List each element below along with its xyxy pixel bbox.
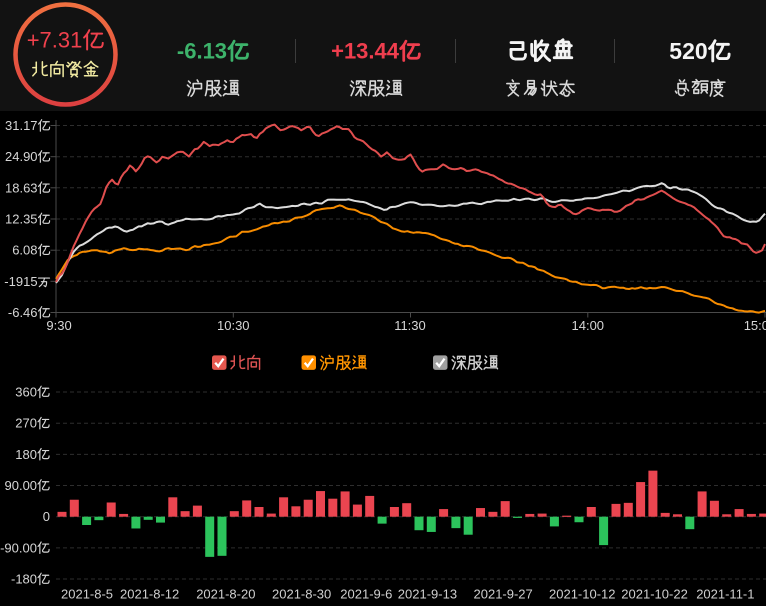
svg-text:2021-8-12: 2021-8-12 (120, 587, 179, 602)
svg-text:14:00: 14:00 (572, 318, 605, 333)
svg-text:10:30: 10:30 (217, 318, 250, 333)
svg-text:+13.44: +13.44 (331, 39, 400, 64)
svg-text:18.63: 18.63 (5, 180, 38, 195)
svg-text:+7.31: +7.31 (27, 28, 83, 53)
svg-text:31.17: 31.17 (5, 118, 38, 133)
svg-text:270: 270 (15, 416, 37, 431)
svg-text:360: 360 (15, 385, 37, 400)
svg-text:12.35: 12.35 (5, 212, 38, 227)
svg-text:-1915: -1915 (4, 274, 37, 289)
svg-text:15:00: 15:00 (744, 318, 766, 333)
svg-text:2021-8-20: 2021-8-20 (196, 587, 255, 602)
svg-text:2021-8-30: 2021-8-30 (272, 587, 331, 602)
svg-text:2021-10-22: 2021-10-22 (621, 587, 688, 602)
svg-text:9:30: 9:30 (46, 318, 71, 333)
svg-text:2021-10-12: 2021-10-12 (549, 587, 616, 602)
svg-text:90.00: 90.00 (5, 478, 38, 493)
svg-text:2021-9-6: 2021-9-6 (340, 587, 392, 602)
svg-text:180: 180 (15, 447, 37, 462)
svg-text:2021-9-13: 2021-9-13 (398, 587, 457, 602)
svg-text:11:30: 11:30 (394, 318, 426, 333)
svg-text:0: 0 (43, 509, 50, 524)
svg-text:2021-11-1: 2021-11-1 (696, 587, 754, 602)
svg-text:2021-9-27: 2021-9-27 (474, 587, 533, 602)
svg-text:520: 520 (669, 38, 707, 64)
svg-text:-180: -180 (11, 572, 37, 587)
svg-text:24.90: 24.90 (5, 149, 38, 164)
svg-text:6.08: 6.08 (12, 243, 37, 258)
svg-text:-6.46: -6.46 (8, 305, 38, 320)
svg-text:-90.00: -90.00 (0, 540, 37, 555)
svg-text:-6.13: -6.13 (177, 39, 227, 64)
svg-text:2021-8-5: 2021-8-5 (61, 587, 113, 602)
